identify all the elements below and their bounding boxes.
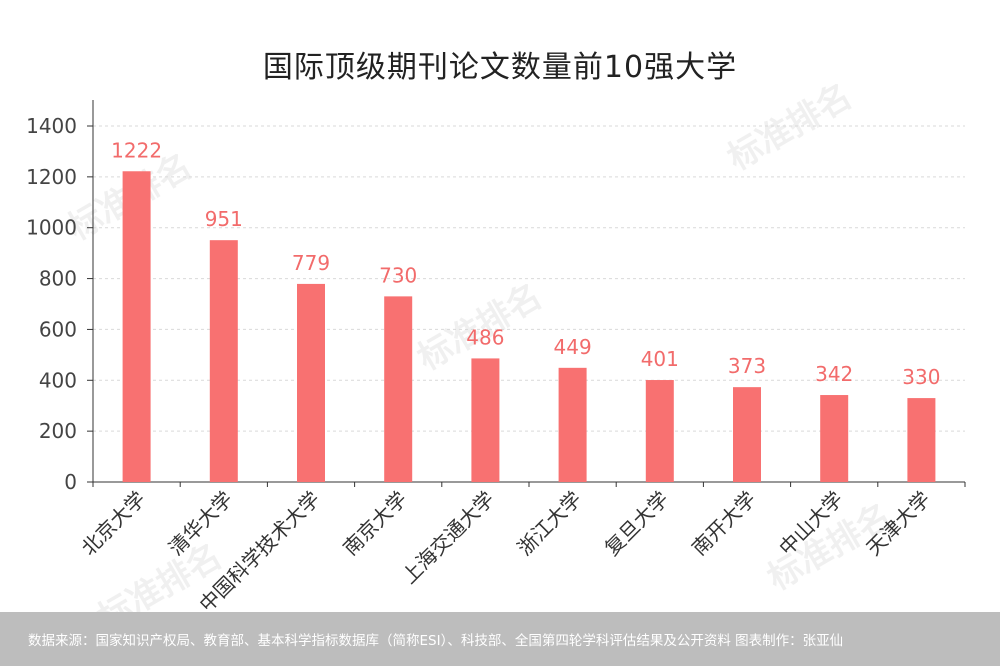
data-label: 342 bbox=[815, 362, 853, 386]
data-label: 330 bbox=[902, 365, 940, 389]
bar bbox=[820, 395, 849, 482]
chart-title: 国际顶级期刊论文数量前10强大学 bbox=[262, 50, 738, 85]
bar bbox=[384, 296, 413, 482]
y-tick-label: 1000 bbox=[26, 216, 77, 240]
bar bbox=[907, 398, 936, 482]
data-label: 449 bbox=[554, 335, 592, 359]
footer-source-text: 数据来源：国家知识产权局、教育部、基本科学指标数据库（简称ESI）、科技部、全国… bbox=[28, 633, 844, 649]
data-label: 486 bbox=[466, 325, 504, 349]
y-tick-label: 400 bbox=[39, 368, 77, 392]
x-category-label: 北京大学 bbox=[77, 487, 151, 561]
y-tick-label: 1400 bbox=[26, 114, 77, 138]
y-tick-label: 200 bbox=[39, 419, 77, 443]
x-category-label: 中山大学 bbox=[774, 487, 848, 561]
x-category-label: 上海交通大学 bbox=[397, 487, 499, 589]
data-label: 730 bbox=[379, 263, 417, 287]
x-category-label: 清华大学 bbox=[164, 487, 238, 561]
bar bbox=[558, 367, 587, 482]
data-label: 401 bbox=[641, 347, 679, 371]
x-category-label: 南京大学 bbox=[338, 487, 412, 561]
y-tick-label: 1200 bbox=[26, 165, 77, 189]
data-label: 779 bbox=[292, 251, 330, 275]
bar bbox=[297, 283, 325, 482]
y-tick-label: 800 bbox=[39, 267, 77, 291]
bar bbox=[122, 171, 151, 482]
bar bbox=[209, 240, 238, 482]
y-tick-label: 0 bbox=[64, 470, 77, 494]
x-category-label: 南开大学 bbox=[687, 487, 761, 561]
data-label: 951 bbox=[205, 207, 243, 231]
x-category-label: 复旦大学 bbox=[600, 487, 674, 561]
y-tick-label: 600 bbox=[39, 317, 77, 341]
data-label: 1222 bbox=[111, 138, 162, 162]
bar bbox=[645, 380, 674, 482]
x-category-label: 天津大学 bbox=[861, 487, 935, 561]
data-label: 373 bbox=[728, 354, 766, 378]
footer-bar: 数据来源：国家知识产权局、教育部、基本科学指标数据库（简称ESI）、科技部、全国… bbox=[0, 612, 1000, 666]
bar-chart: 0 200 400 600 800 1000 1200 1400 1222 北京大学 951 清华大… bbox=[26, 100, 966, 612]
bar bbox=[471, 358, 500, 482]
bar bbox=[733, 387, 761, 482]
x-category-label: 浙江大学 bbox=[513, 487, 587, 561]
